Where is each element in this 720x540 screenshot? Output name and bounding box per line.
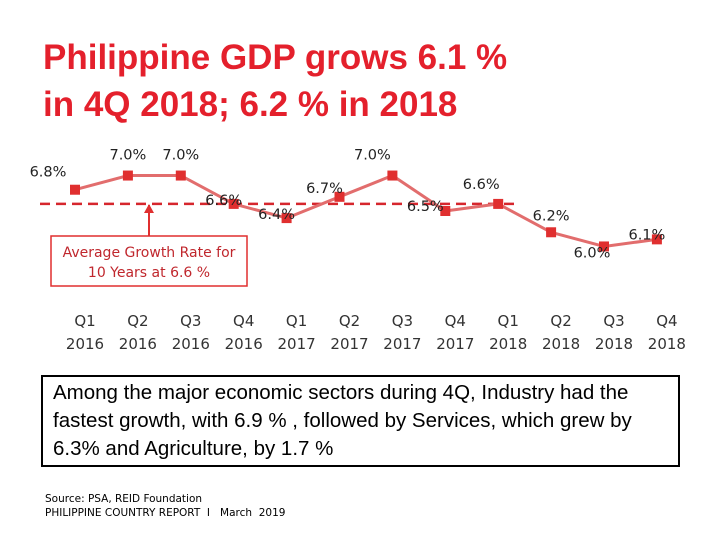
x-tick-quarter: Q4	[445, 312, 466, 330]
data-label-layer: 6.8% 7.0% 7.0% 6.6% 6.4% 6.7% 7.0% 6.5% 6.6% 6.2%…	[30, 148, 666, 262]
x-tick-year: 2018	[489, 335, 527, 353]
x-tick-year: 2016	[66, 335, 104, 353]
report-line: PHILIPPINE COUNTRY REPORT I March 2019	[45, 507, 286, 519]
title-line-2: in 4Q 2018; 6.2 % in 2018	[43, 85, 458, 124]
x-tick-year: 2017	[330, 335, 368, 353]
data-label: 6.7%	[306, 181, 343, 197]
average-annotation: Average Growth Rate for 10 Years at 6.6 …	[50, 204, 248, 287]
data-label: 7.0%	[354, 148, 391, 164]
source-note: Source: PSA, REID Foundation PHILIPPINE …	[45, 492, 285, 520]
x-tick-year: 2018	[648, 335, 686, 353]
gdp-series-line	[74, 174, 658, 248]
title-line-1: Philippine GDP grows 6.1 %	[43, 38, 508, 77]
x-tick-year: 2016	[225, 335, 263, 353]
data-label: 6.1%	[628, 227, 665, 243]
data-label: 6.0%	[574, 245, 611, 261]
data-point-marker	[334, 191, 345, 202]
data-point-marker	[651, 234, 662, 245]
x-tick-year: 2017	[383, 335, 421, 353]
x-tick-quarter: Q3	[603, 312, 624, 330]
x-tick-quarter: Q3	[180, 312, 201, 330]
data-label: 6.6%	[463, 177, 500, 193]
x-tick-year: 2016	[119, 335, 157, 353]
source-line: Source: PSA, REID Foundation	[45, 493, 203, 505]
x-tick-quarter: Q2	[339, 312, 360, 330]
x-tick-year: 2017	[436, 335, 474, 353]
slide-title: Philippine GDP grows 6.1 % in 4Q 2018; 6…	[43, 34, 683, 128]
x-tick-quarter: Q3	[392, 312, 413, 330]
x-tick-quarter: Q1	[498, 312, 519, 330]
gdp-line-chart: 6.8% 7.0% 7.0% 6.6% 6.4% 6.7% 7.0% 6.5% 6.6% 6.2%…	[30, 148, 686, 353]
data-point-marker	[493, 198, 504, 209]
data-point-marker	[70, 184, 80, 195]
data-point-marker	[440, 206, 451, 216]
data-point-marker	[599, 241, 609, 252]
data-label: 6.8%	[30, 165, 67, 181]
x-tick-year: 2016	[172, 335, 210, 353]
x-tick-quarter: Q1	[286, 312, 307, 330]
annotation-arrowhead	[144, 204, 154, 213]
data-point-marker	[281, 213, 292, 224]
x-tick-quarter: Q2	[127, 312, 148, 330]
x-tick-quarter: Q1	[74, 312, 95, 330]
x-tick-quarter: Q4	[233, 312, 254, 330]
summary-box: Among the major economic sectors during …	[41, 375, 680, 467]
data-point-marker	[175, 170, 186, 181]
data-point-marker	[122, 170, 133, 181]
annotation-line-2: 10 Years at 6.6 %	[88, 265, 210, 281]
x-tick-quarter: Q4	[656, 312, 677, 330]
data-label: 7.0%	[162, 148, 199, 164]
data-label: 6.4%	[258, 207, 295, 223]
data-point-marker	[546, 227, 557, 238]
data-label: 6.2%	[533, 208, 570, 224]
data-point-marker	[387, 170, 398, 181]
annotation-box	[50, 235, 248, 287]
data-label: 6.5%	[407, 199, 444, 215]
marker-layer	[70, 170, 662, 252]
data-label: 6.6%	[205, 193, 242, 209]
x-tick-year: 2018	[595, 335, 633, 353]
x-axis-layer: Q1 2016 Q2 2016 Q3 2016 Q4 2016 Q1 2017 Q2 2017 Q3 20…	[66, 312, 686, 353]
x-tick-year: 2017	[278, 335, 316, 353]
data-label: 7.0%	[109, 148, 146, 164]
annotation-line-1: Average Growth Rate for	[63, 245, 236, 261]
x-tick-year: 2018	[542, 335, 580, 353]
x-tick-quarter: Q2	[550, 312, 571, 330]
data-point-marker	[228, 198, 239, 209]
